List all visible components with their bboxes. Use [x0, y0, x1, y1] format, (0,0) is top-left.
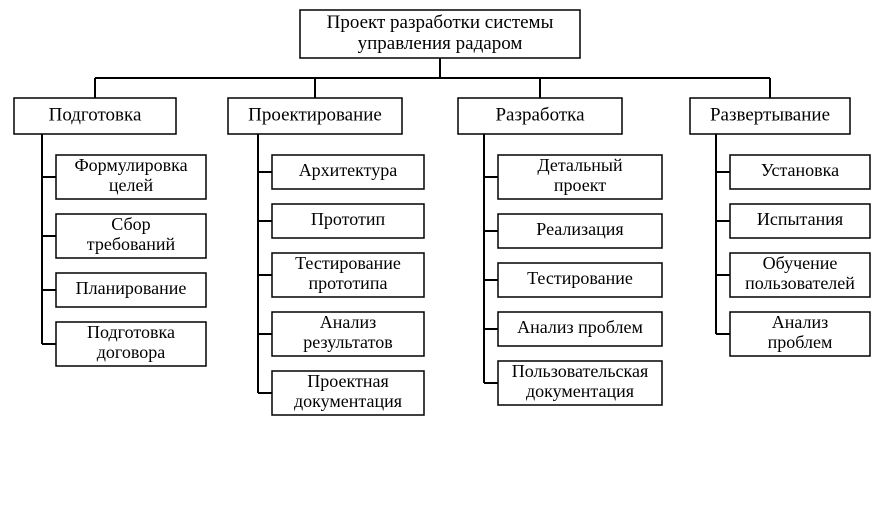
leaf-prep-3-text: договора — [97, 342, 165, 362]
leaf-prep-1-text: требований — [87, 234, 176, 254]
leaf-design-4-text: документация — [294, 391, 402, 411]
leaf-prep-0-text: целей — [109, 175, 154, 195]
leaf-deploy-2-text: пользователей — [745, 273, 855, 293]
root-node-text: управления радаром — [358, 33, 523, 54]
leaf-deploy-1-text: Испытания — [757, 209, 843, 229]
leaf-deploy-3-text: Анализ — [772, 312, 829, 332]
wbs-diagram: Проект разработки системыуправления рада… — [0, 0, 882, 511]
leaf-dev-4-text: Пользовательская — [512, 361, 649, 381]
branch-design-text: Проектирование — [248, 104, 382, 125]
branch-dev-text: Разработка — [495, 104, 585, 125]
leaf-design-4-text: Проектная — [307, 371, 388, 391]
leaf-design-3-text: результатов — [303, 332, 392, 352]
leaf-dev-0-text: проект — [554, 175, 606, 195]
leaf-deploy-3-text: проблем — [768, 332, 833, 352]
leaf-dev-4-text: документация — [526, 381, 634, 401]
leaf-dev-1-text: Реализация — [536, 219, 623, 239]
leaf-design-2-text: Тестирование — [295, 253, 401, 273]
leaf-deploy-0-text: Установка — [761, 160, 839, 180]
leaf-deploy-2-text: Обучение — [763, 253, 838, 273]
leaf-design-1-text: Прототип — [311, 209, 386, 229]
branch-prep-text: Подготовка — [49, 104, 142, 125]
leaf-design-3-text: Анализ — [320, 312, 377, 332]
leaf-design-0-text: Архитектура — [299, 160, 398, 180]
leaf-prep-2-text: Планирование — [76, 278, 187, 298]
leaf-prep-1-text: Сбор — [111, 214, 150, 234]
leaf-prep-3-text: Подготовка — [87, 322, 175, 342]
leaf-dev-0-text: Детальный — [537, 155, 623, 175]
leaf-design-2-text: прототипа — [309, 273, 388, 293]
leaf-prep-0-text: Формулировка — [74, 155, 187, 175]
branch-deploy-text: Развертывание — [710, 104, 830, 125]
root-node-text: Проект разработки системы — [327, 12, 554, 33]
leaf-dev-2-text: Тестирование — [527, 268, 633, 288]
leaf-dev-3-text: Анализ проблем — [517, 317, 643, 337]
